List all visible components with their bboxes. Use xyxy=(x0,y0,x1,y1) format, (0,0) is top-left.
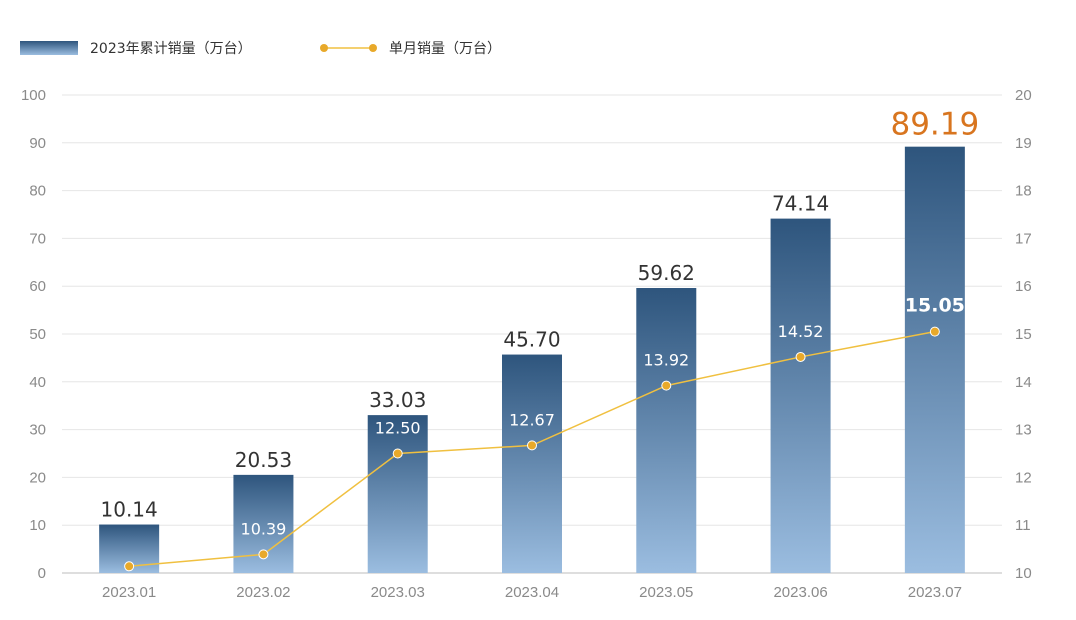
y-left-tick-label: 80 xyxy=(29,183,46,200)
y-left-tick-label: 60 xyxy=(29,278,46,295)
y-right-tick-label: 16 xyxy=(1015,278,1032,295)
bar xyxy=(636,288,697,573)
y-left-tick-label: 40 xyxy=(29,374,46,391)
legend-line-marker-left xyxy=(320,44,328,52)
y-left-tick-label: 50 xyxy=(29,326,46,343)
bar-series: 10.14 20.53 33.03 45.70 59.62 74.14 89.19 xyxy=(99,107,979,574)
y-axis-right: 10 11 12 13 14 15 16 17 18 19 20 xyxy=(1015,87,1032,582)
bar xyxy=(904,146,965,573)
bar-value-label: 20.53 xyxy=(235,448,292,472)
line-point xyxy=(527,440,537,451)
legend: 2023年累计销量（万台） 单月销量（万台） xyxy=(20,41,501,57)
y-right-tick-label: 15 xyxy=(1015,326,1032,343)
line-value-label: 12.67 xyxy=(509,410,555,429)
line-point xyxy=(929,326,940,337)
line-value-label: 10.39 xyxy=(241,519,287,538)
y-right-tick-label: 18 xyxy=(1015,183,1032,200)
line-series: 10.39 12.50 12.67 13.92 14.52 15.05 xyxy=(124,295,965,572)
bar-value-label: 33.03 xyxy=(369,388,426,412)
y-right-tick-label: 13 xyxy=(1015,422,1032,439)
line-value-label: 13.92 xyxy=(643,351,689,370)
x-tick-label: 2023.02 xyxy=(236,584,290,601)
x-tick-label: 2023.06 xyxy=(773,584,827,601)
bar xyxy=(770,218,831,574)
x-tick-label: 2023.03 xyxy=(371,584,425,601)
line-point xyxy=(258,549,269,560)
bar xyxy=(502,354,562,573)
bar-value-label: 59.62 xyxy=(638,261,695,285)
bar xyxy=(367,415,428,573)
bar-value-label: 10.14 xyxy=(101,498,158,522)
y-left-tick-label: 30 xyxy=(29,422,46,439)
legend-bar-label: 2023年累计销量（万台） xyxy=(90,41,252,57)
y-axis-left: 0 10 20 30 40 50 60 70 80 90 100 xyxy=(21,87,46,582)
bar-value-label: 89.19 xyxy=(890,107,979,143)
y-left-tick-label: 10 xyxy=(29,517,46,534)
y-right-tick-label: 19 xyxy=(1015,135,1032,152)
y-right-tick-label: 12 xyxy=(1015,469,1032,486)
y-left-tick-label: 70 xyxy=(29,230,46,247)
y-right-tick-label: 20 xyxy=(1015,87,1032,104)
line-value-label: 14.52 xyxy=(778,322,824,341)
line-point xyxy=(795,351,806,362)
bar-value-label: 74.14 xyxy=(772,192,829,216)
y-right-tick-label: 17 xyxy=(1015,230,1032,247)
y-left-tick-label: 20 xyxy=(29,469,46,486)
legend-bar-swatch xyxy=(20,41,78,55)
y-left-tick-label: 90 xyxy=(29,135,46,152)
y-left-tick-label: 100 xyxy=(21,87,46,104)
x-tick-label: 2023.04 xyxy=(505,584,559,601)
x-tick-label: 2023.07 xyxy=(908,584,962,601)
y-left-tick-label: 0 xyxy=(38,565,46,582)
y-right-tick-label: 11 xyxy=(1015,517,1031,534)
y-right-tick-label: 14 xyxy=(1015,374,1032,391)
legend-line-label: 单月销量（万台） xyxy=(389,41,501,57)
line-point xyxy=(661,380,672,391)
x-tick-label: 2023.01 xyxy=(102,584,156,601)
line-point xyxy=(124,561,135,572)
line-value-label: 12.50 xyxy=(375,419,421,438)
legend-line-marker-right xyxy=(369,44,377,52)
line-value-label: 15.05 xyxy=(905,295,965,317)
bar-value-label: 45.70 xyxy=(503,328,560,352)
x-axis: 2023.01 2023.02 2023.03 2023.04 2023.05 2023.… xyxy=(102,584,962,601)
line-point xyxy=(392,448,403,459)
y-right-tick-label: 10 xyxy=(1015,565,1032,582)
x-tick-label: 2023.05 xyxy=(639,584,693,601)
